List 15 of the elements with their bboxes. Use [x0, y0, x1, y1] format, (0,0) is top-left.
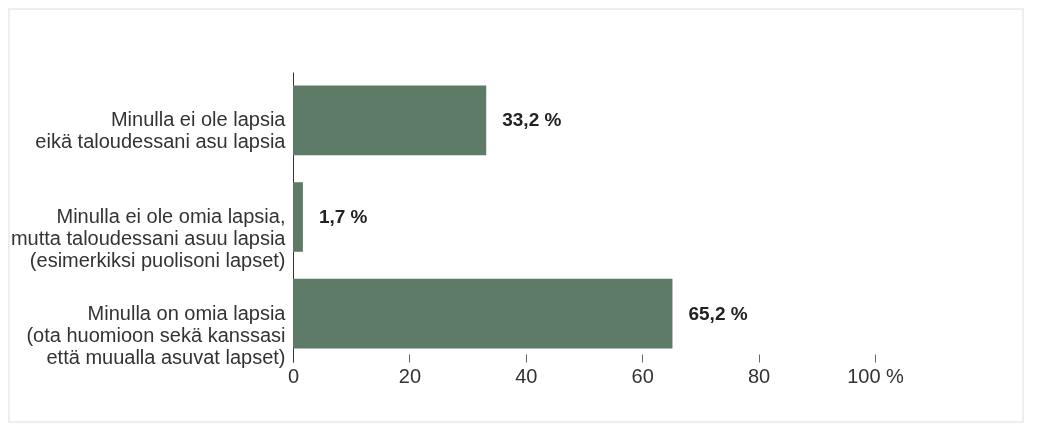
bar [293, 85, 487, 156]
x-tick-label: 80 [747, 364, 771, 387]
x-tick-label: 0 [287, 364, 300, 387]
y-tick-label: Minulla ei ole omia lapsia, mutta taloudessani asuu lapsia (esimerkiksi puolisoni lapset) [10, 205, 287, 271]
x-tick-label: 100 % [847, 364, 905, 387]
x-tick-label: 60 [631, 364, 654, 387]
data-label: 33,2 % [502, 109, 562, 131]
y-tick-label: Minulla on omia lapsia (ota huomioon sekä kanssasi että muualla asuvat lapset) [26, 301, 287, 368]
bar [293, 278, 673, 349]
data-label: 65,2 % [688, 302, 748, 324]
bar [293, 182, 303, 252]
data-label: 1,7 % [318, 206, 368, 227]
y-tick-label: Minulla ei ole lapsia eikä taloudessani asu lapsia [35, 108, 287, 153]
x-tick-label: 40 [515, 364, 538, 387]
x-tick-label: 20 [398, 364, 422, 387]
